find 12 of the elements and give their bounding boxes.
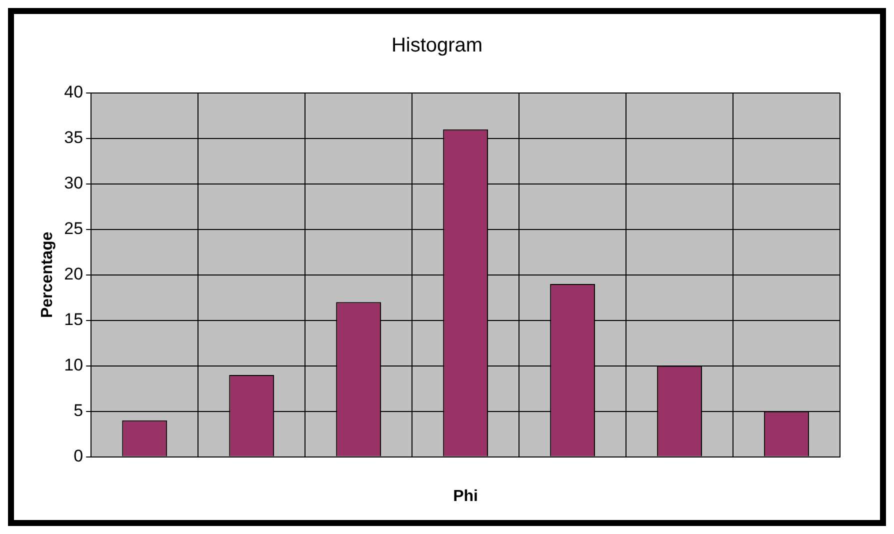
chart-title: Histogram <box>391 34 483 57</box>
y-tick-label: 25 <box>64 219 84 238</box>
y-tick-label: 10 <box>64 356 84 375</box>
y-axis-title: Percentage <box>39 232 56 318</box>
y-tick-label: 40 <box>64 82 84 102</box>
y-tick-label: 5 <box>74 401 84 420</box>
x-axis-title: Phi <box>453 488 478 505</box>
y-tick-label: 30 <box>64 174 84 193</box>
y-tick-label: 0 <box>74 446 84 466</box>
y-tick-label: 20 <box>64 264 84 284</box>
y-tick-label: 35 <box>64 128 84 148</box>
y-tick-label: 15 <box>64 310 84 330</box>
